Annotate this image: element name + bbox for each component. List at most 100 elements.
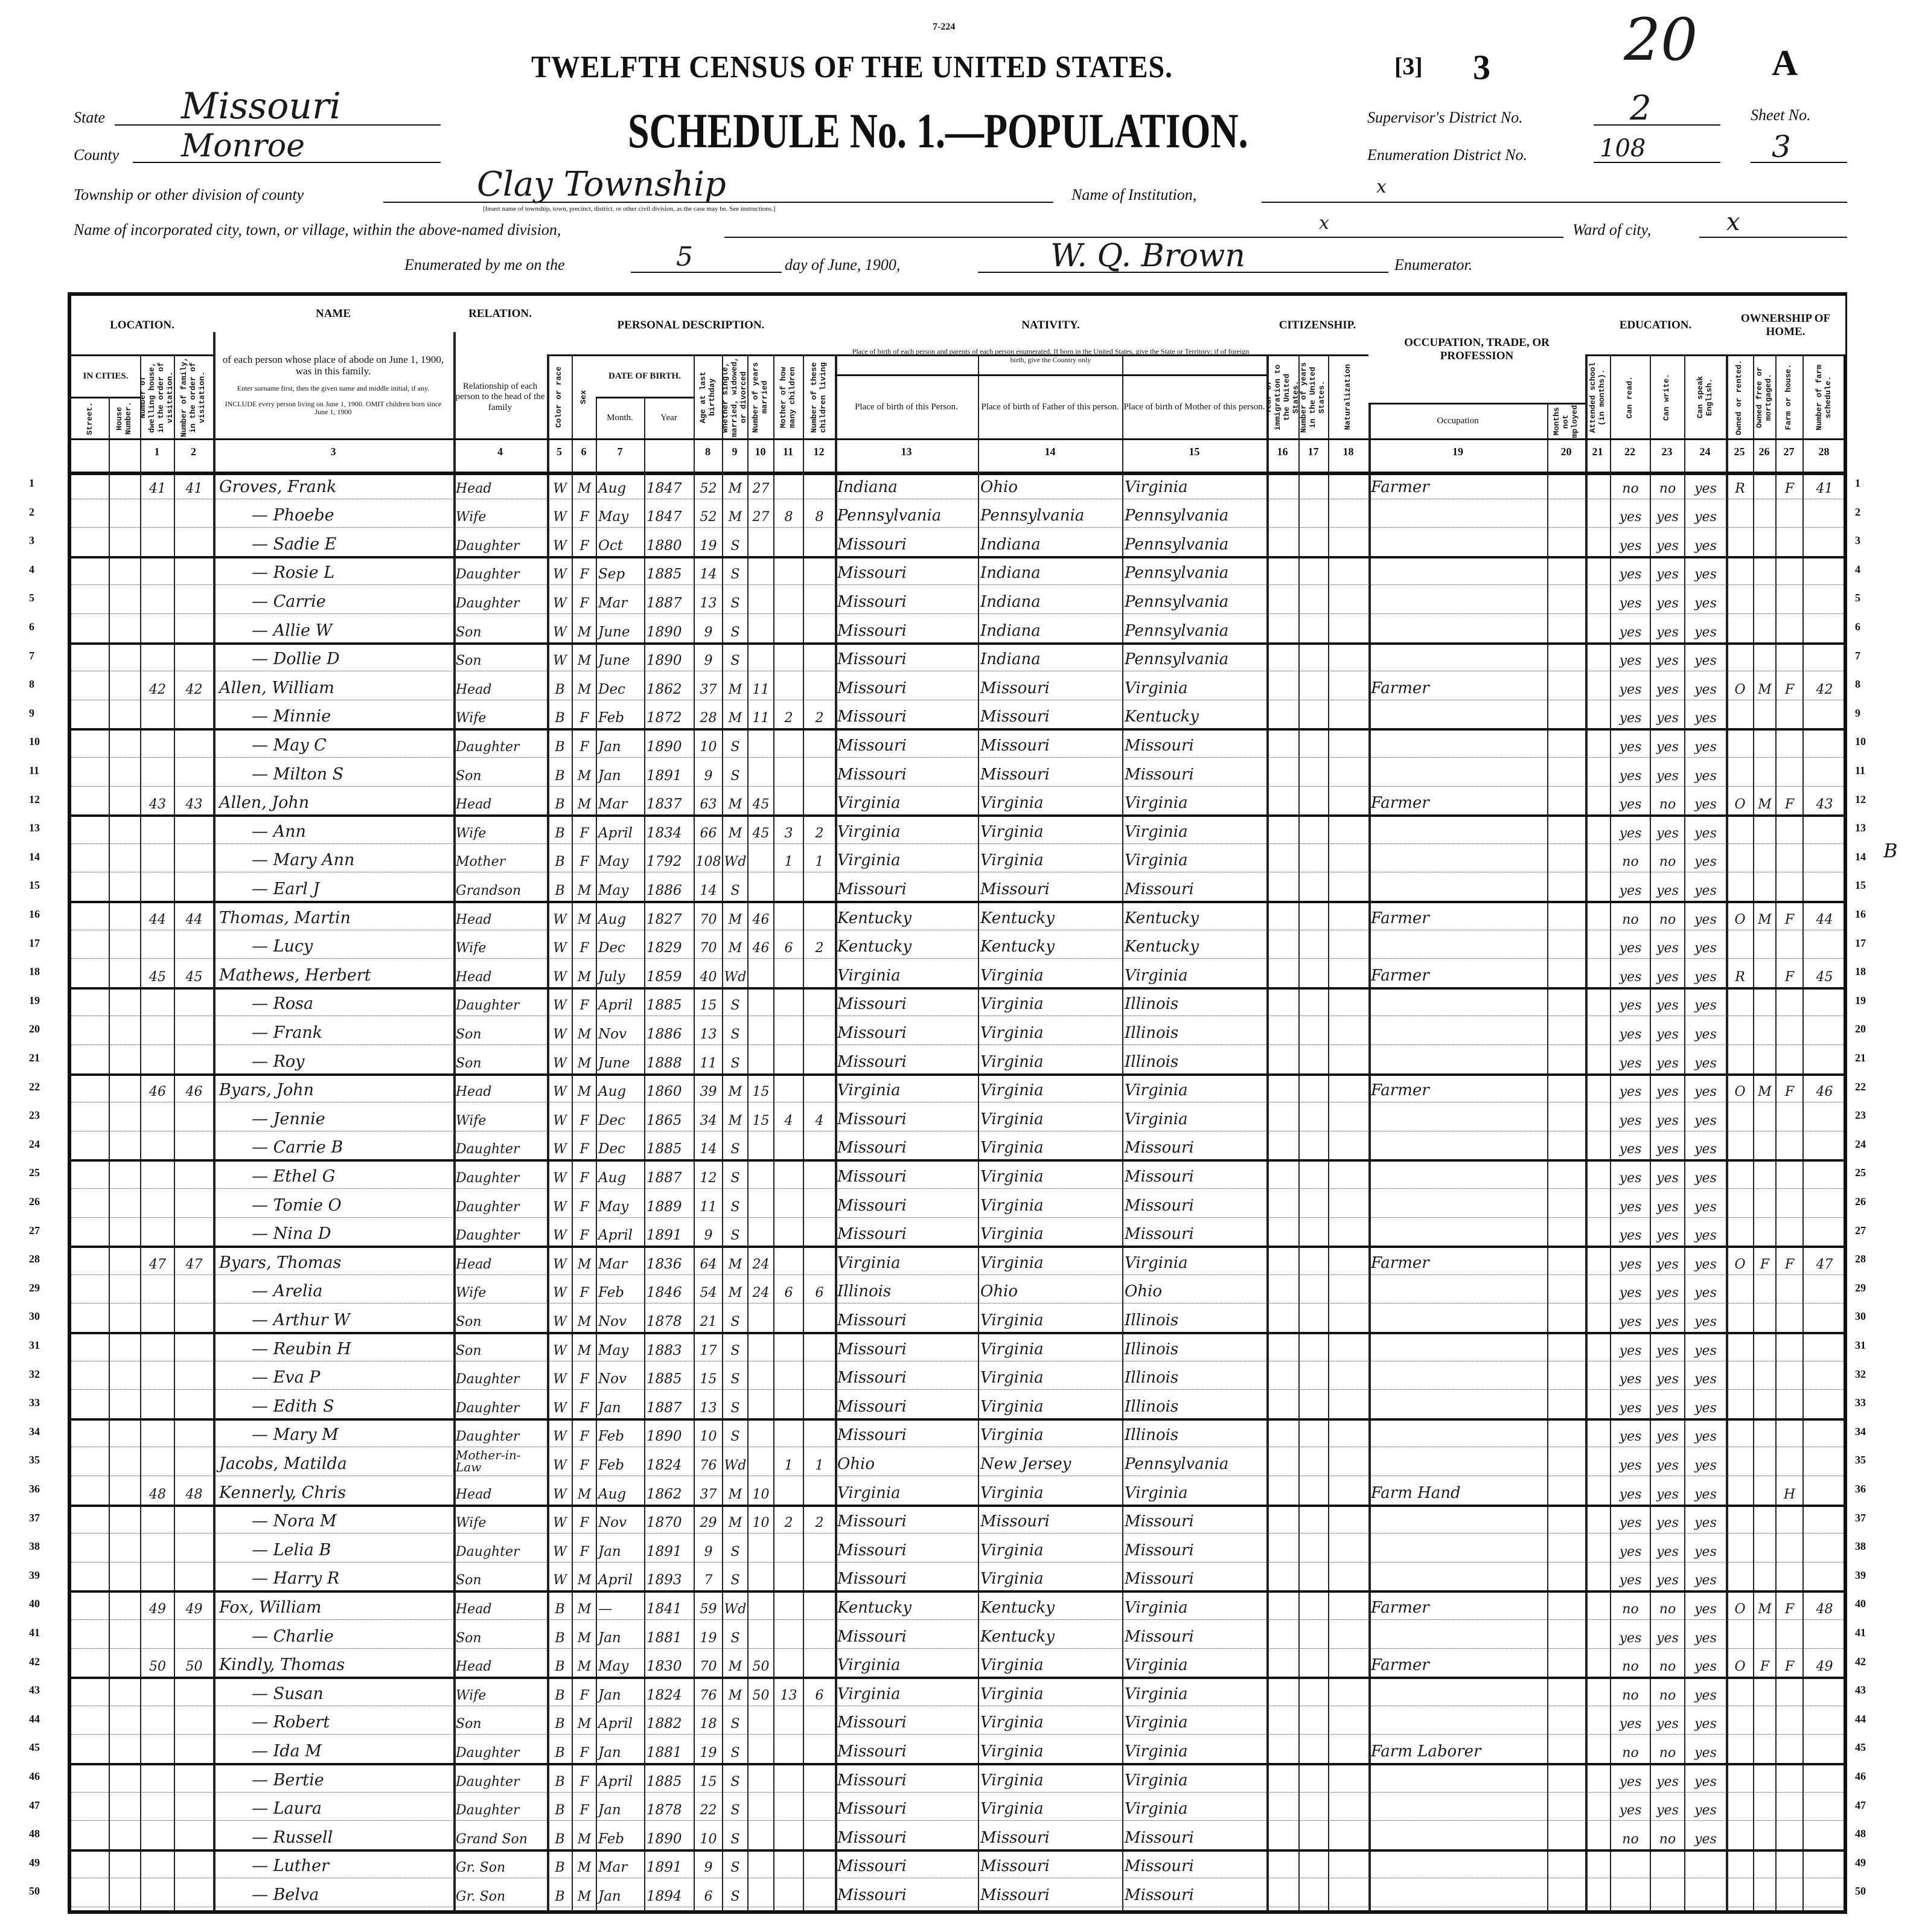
cell-mother-birthplace: Virginia <box>1125 1771 1188 1790</box>
cell-family-number <box>176 1044 212 1073</box>
cell-name: Kennerly, Chris <box>219 1483 346 1502</box>
cell-name: — Lucy <box>252 937 313 956</box>
cell-can-write: yes <box>1656 510 1679 525</box>
line-number: 40 <box>1855 1598 1866 1610</box>
cell-father-birthplace: Indiana <box>980 564 1041 583</box>
cell-mother-of-children <box>776 1533 802 1562</box>
cell-mother-birthplace: Illinois <box>1125 1340 1179 1358</box>
cell-house-number <box>111 1073 139 1102</box>
cell-family-number <box>176 1849 212 1878</box>
cell-can-read: yes <box>1619 653 1642 669</box>
county-value: Monroe <box>181 128 305 164</box>
cell-street <box>74 1073 107 1102</box>
cell-can-write: yes <box>1656 1429 1679 1445</box>
cell-street <box>74 1849 107 1878</box>
cell-can-read: yes <box>1619 1429 1642 1445</box>
cell-school-months <box>1588 556 1609 585</box>
table-row: — Allie W Son W M June 1890 9 S Missouri Indiana P… <box>71 613 1844 645</box>
table-row: — Arthur W Son W M Nov 1878 21 S Missouri Virgini… <box>71 1303 1844 1334</box>
cell-relation: Son <box>456 1026 482 1042</box>
cell-owned-or-rented <box>1728 584 1752 613</box>
cell-children-living <box>805 1131 834 1160</box>
cell-years-married <box>750 1590 772 1619</box>
cell-months-unemployed <box>1550 1533 1584 1562</box>
cell-mother-birthplace: Pennsylvania <box>1125 621 1229 640</box>
cell-occupation <box>1371 1418 1546 1447</box>
cell-farm-or-house <box>1778 1016 1801 1044</box>
cell-mother-birthplace: Virginia <box>1125 822 1188 841</box>
cell-mother-of-children: 2 <box>784 711 793 726</box>
cell-children-living: 2 <box>815 1515 824 1531</box>
column-number: 12 <box>813 446 825 458</box>
cell-father-birthplace: Virginia <box>980 1225 1044 1244</box>
table-row: — Bertie Daughter B F April 1885 15 S Missouri Vi… <box>71 1763 1844 1793</box>
city-value: x <box>1319 213 1329 234</box>
cell-birthplace: Missouri <box>837 564 907 583</box>
cell-family-number <box>176 1878 212 1907</box>
cell-months-unemployed <box>1550 700 1584 729</box>
cell-family-number <box>176 527 212 556</box>
line-number: 33 <box>1855 1396 1866 1409</box>
cell-owned-or-rented <box>1728 872 1752 901</box>
cell-farm-schedule-number: 48 <box>1816 1601 1833 1617</box>
cell-street <box>74 958 107 987</box>
cell-name: — Susan <box>252 1684 324 1703</box>
cell-father-birthplace: Virginia <box>980 1196 1044 1215</box>
cell-farm-schedule-number <box>1805 613 1844 642</box>
cell-color: W <box>553 1400 567 1416</box>
line-number: 2 <box>1855 505 1860 518</box>
cell-occupation <box>1371 1303 1546 1332</box>
cell-farm-or-house <box>1778 700 1801 729</box>
cell-years-in-us <box>1301 814 1327 843</box>
cell-relation: Mother-in-Law <box>456 1448 521 1475</box>
cell-mother-of-children <box>776 1590 802 1619</box>
line-number: 23 <box>1855 1109 1866 1122</box>
line-number: 12 <box>1855 793 1866 805</box>
cell-can-write: no <box>1659 481 1676 496</box>
cell-family-number <box>176 584 212 613</box>
cell-street <box>74 814 107 843</box>
cell-birthplace: Missouri <box>837 1771 907 1790</box>
cell-occupation: Farm Hand <box>1371 1483 1461 1502</box>
cell-birth-year: 1860 <box>647 1084 682 1100</box>
stamp-mark: [3] <box>1394 53 1423 80</box>
cell-farm-or-house: F <box>1784 1659 1795 1675</box>
cell-immigration-year <box>1269 786 1297 815</box>
cell-street <box>74 527 107 556</box>
cell-age: 15 <box>700 1372 717 1387</box>
cell-years-married: 27 <box>752 510 770 525</box>
cell-farm-or-house <box>1778 987 1801 1016</box>
cell-street <box>74 1533 107 1562</box>
cell-farm-schedule-number <box>1805 1562 1844 1591</box>
cell-birthplace: Virginia <box>837 822 901 841</box>
cell-months-unemployed <box>1550 930 1584 959</box>
column-divider <box>572 296 573 1910</box>
column-header-label: Owned or rented. <box>1734 359 1744 435</box>
cell-can-speak-english: yes <box>1694 653 1717 669</box>
cell-years-in-us <box>1301 1073 1327 1102</box>
cell-birth-year: 1885 <box>647 566 682 583</box>
cell-marital-status: S <box>730 1400 740 1416</box>
column-number: 13 <box>901 446 912 458</box>
cell-dwelling-number <box>142 728 173 757</box>
cell-father-birthplace: Virginia <box>980 1570 1044 1588</box>
cell-birthplace: Missouri <box>837 1167 907 1186</box>
cell-age: 18 <box>700 1716 717 1732</box>
cell-years-married <box>750 1361 772 1390</box>
column-number: 8 <box>705 446 710 458</box>
table-row: 47 47 Byars, Thomas Head W M Mar 1836 64 M 24 Virgi… <box>71 1246 1844 1275</box>
column-number: 1 <box>154 446 160 458</box>
cell-birthplace: Missouri <box>837 1139 907 1157</box>
cell-school-months <box>1588 843 1609 872</box>
cell-marital-status: S <box>730 567 740 583</box>
cell-children-living <box>805 470 834 499</box>
cell-mother-birthplace: Missouri <box>1125 1196 1194 1215</box>
cell-birthplace: Missouri <box>837 1340 907 1358</box>
cell-street <box>74 1303 107 1332</box>
cell-owned-or-rented <box>1728 1706 1752 1735</box>
cell-mother-of-children <box>776 1332 802 1361</box>
cell-name: — Frank <box>252 1023 323 1042</box>
cell-can-speak-english: yes <box>1694 1457 1717 1473</box>
cell-farm-schedule-number <box>1805 728 1844 757</box>
cell-can-read: yes <box>1619 1515 1642 1531</box>
